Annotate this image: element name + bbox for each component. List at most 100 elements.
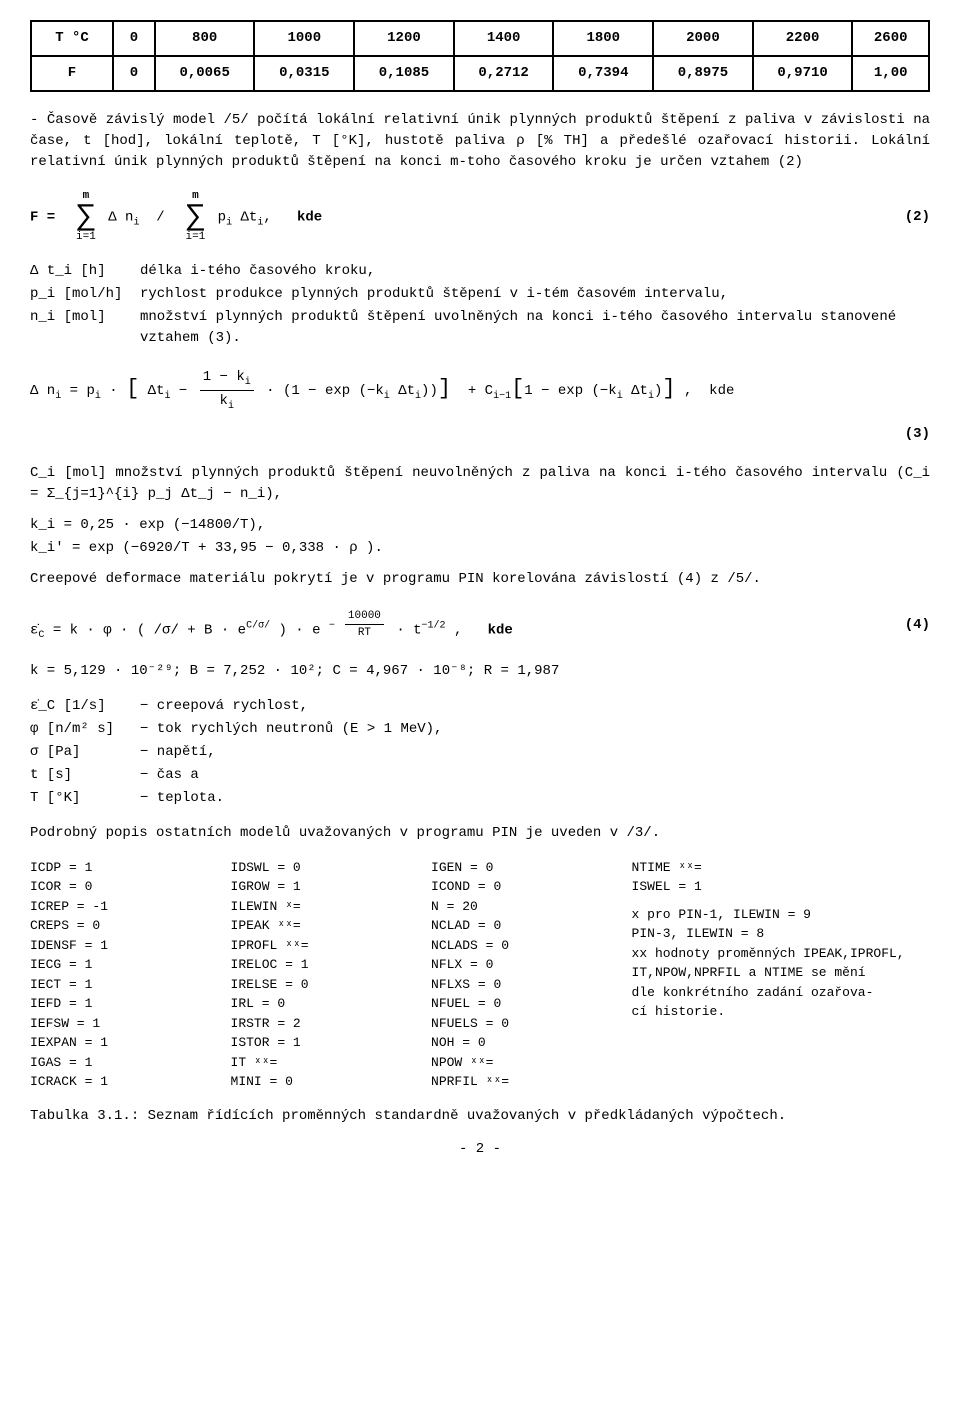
- th: 1000: [254, 21, 354, 56]
- td: 0: [113, 56, 155, 91]
- paragraph-constants: k = 5,129 · 10⁻²⁹; B = 7,252 · 10²; C = …: [30, 661, 930, 682]
- var-item: IRELSE = 0: [231, 975, 418, 995]
- var-item: IDENSF = 1: [30, 936, 217, 956]
- equation-3: Δ ni = pi · [ Δti − 1 − kiki · (1 − exp …: [30, 367, 930, 445]
- td: 0,2712: [454, 56, 554, 91]
- def-txt: − creepová rychlost,: [140, 696, 930, 717]
- th: 1800: [553, 21, 653, 56]
- def-txt: rychlost produkce plynných produktů štěp…: [140, 284, 930, 305]
- var-note: xx hodnoty proměnných IPEAK,IPROFL,: [632, 944, 930, 964]
- var-note: x pro PIN-1, ILEWIN = 9: [632, 905, 930, 925]
- var-item: CREPS = 0: [30, 916, 217, 936]
- var-item: NCLAD = 0: [431, 916, 618, 936]
- var-item: IGAS = 1: [30, 1053, 217, 1073]
- table-header-row: T °C 0 800 1000 1200 1400 1800 2000 2200…: [31, 21, 929, 56]
- var-item: IRSTR = 2: [231, 1014, 418, 1034]
- var-item: ICOR = 0: [30, 877, 217, 897]
- def-sym: t [s]: [30, 765, 140, 786]
- var-item: IEFSW = 1: [30, 1014, 217, 1034]
- def-sym: p_i [mol/h]: [30, 284, 140, 305]
- var-item: IPROFL ˣˣ=: [231, 936, 418, 956]
- equation-2: F = m∑i=1 Δ ni / m∑i=1 pi Δti, kde (2): [30, 191, 930, 243]
- var-note: dle konkrétního zadání ozařova-: [632, 983, 930, 1003]
- def-txt: množství plynných produktů štěpení uvoln…: [140, 307, 930, 349]
- def-txt: − čas a: [140, 765, 930, 786]
- def-txt: délka i-tého časového kroku,: [140, 261, 930, 282]
- var-item: N = 20: [431, 897, 618, 917]
- def-sym: φ [n/m² s]: [30, 719, 140, 740]
- td: 0,0315: [254, 56, 354, 91]
- var-item: IECT = 1: [30, 975, 217, 995]
- eq-number: (2): [880, 207, 930, 228]
- equation-4: ε̇C = k · φ · ( /σ/ + B · eC/σ/ ) · e − …: [30, 608, 930, 643]
- var-item: IDSWL = 0: [231, 858, 418, 878]
- th: 2600: [852, 21, 929, 56]
- td: 0,1085: [354, 56, 454, 91]
- var-item: ISWEL = 1: [632, 877, 930, 897]
- paragraph-models-ref: Podrobný popis ostatních modelů uvažovan…: [30, 823, 930, 844]
- def-sym: T [°K]: [30, 788, 140, 809]
- var-note: IT,NPOW,NPRFIL a NTIME se mění: [632, 963, 930, 983]
- var-item: IRELOC = 1: [231, 955, 418, 975]
- var-item: NFLX = 0: [431, 955, 618, 975]
- eq-number: (4): [880, 615, 930, 636]
- th: 1400: [454, 21, 554, 56]
- page-number: - 2 -: [30, 1139, 930, 1160]
- definitions-2: ε̇_C [1/s]− creepová rychlost, φ [n/m² s…: [30, 696, 930, 809]
- def-sym: ε̇_C [1/s]: [30, 696, 140, 717]
- var-item: IGEN = 0: [431, 858, 618, 878]
- eq-number: (3): [880, 424, 930, 445]
- def-sym: σ [Pa]: [30, 742, 140, 763]
- td: F: [31, 56, 113, 91]
- variables-listing: ICDP = 1 ICOR = 0 ICREP = -1 CREPS = 0 I…: [30, 858, 930, 1092]
- vars-col-3: IGEN = 0 ICOND = 0 N = 20 NCLAD = 0 NCLA…: [431, 858, 618, 1092]
- var-item: NFUELS = 0: [431, 1014, 618, 1034]
- var-item: NTIME ˣˣ=: [632, 858, 930, 878]
- paragraph-model-desc: - Časově závislý model /5/ počítá lokáln…: [30, 110, 930, 173]
- var-item: IPEAK ˣˣ=: [231, 916, 418, 936]
- th: 2200: [753, 21, 853, 56]
- vars-col-1: ICDP = 1 ICOR = 0 ICREP = -1 CREPS = 0 I…: [30, 858, 217, 1092]
- td: 0,9710: [753, 56, 853, 91]
- table-data-row: F 0 0,0065 0,0315 0,1085 0,2712 0,7394 0…: [31, 56, 929, 91]
- var-note: cí historie.: [632, 1002, 930, 1022]
- td: 1,00: [852, 56, 929, 91]
- th: 0: [113, 21, 155, 56]
- data-table: T °C 0 800 1000 1200 1400 1800 2000 2200…: [30, 20, 930, 92]
- def-sym: Δ t_i [h]: [30, 261, 140, 282]
- var-item: IEXPAN = 1: [30, 1033, 217, 1053]
- paragraph-ki2: k_i' = exp (−6920/T + 33,95 − 0,338 · ρ …: [30, 538, 930, 559]
- vars-col-2: IDSWL = 0 IGROW = 1 ILEWIN ˣ= IPEAK ˣˣ= …: [231, 858, 418, 1092]
- var-item: IT ˣˣ=: [231, 1053, 418, 1073]
- var-item: ICREP = -1: [30, 897, 217, 917]
- var-item: NOH = 0: [431, 1033, 618, 1053]
- var-item: ICDP = 1: [30, 858, 217, 878]
- td: 0,7394: [553, 56, 653, 91]
- vars-col-4-notes: NTIME ˣˣ= ISWEL = 1 x pro PIN-1, ILEWIN …: [632, 858, 930, 1092]
- var-item: ICOND = 0: [431, 877, 618, 897]
- var-item: MINI = 0: [231, 1072, 418, 1092]
- var-item: IEFD = 1: [30, 994, 217, 1014]
- paragraph-ci: C_i [mol] množství plynných produktů ště…: [30, 463, 930, 505]
- var-item: ILEWIN ˣ=: [231, 897, 418, 917]
- def-sym: n_i [mol]: [30, 307, 140, 349]
- th: 1200: [354, 21, 454, 56]
- td: 0,0065: [155, 56, 255, 91]
- var-note: PIN-3, ILEWIN = 8: [632, 924, 930, 944]
- def-txt: − tok rychlých neutronů (E > 1 MeV),: [140, 719, 930, 740]
- definitions-1: Δ t_i [h]délka i-tého časového kroku, p_…: [30, 261, 930, 349]
- var-item: ISTOR = 1: [231, 1033, 418, 1053]
- var-item: IGROW = 1: [231, 877, 418, 897]
- td: 0,8975: [653, 56, 753, 91]
- var-item: NPRFIL ˣˣ=: [431, 1072, 618, 1092]
- paragraph-ki1: k_i = 0,25 · exp (−14800/T),: [30, 515, 930, 536]
- var-item: NPOW ˣˣ=: [431, 1053, 618, 1073]
- var-item: ICRACK = 1: [30, 1072, 217, 1092]
- th: T °C: [31, 21, 113, 56]
- paragraph-creep: Creepové deformace materiálu pokrytí je …: [30, 569, 930, 590]
- var-item: NFLXS = 0: [431, 975, 618, 995]
- var-item: NCLADS = 0: [431, 936, 618, 956]
- var-item: IECG = 1: [30, 955, 217, 975]
- table-caption: Tabulka 3.1.: Seznam řídících proměnných…: [30, 1106, 930, 1127]
- th: 2000: [653, 21, 753, 56]
